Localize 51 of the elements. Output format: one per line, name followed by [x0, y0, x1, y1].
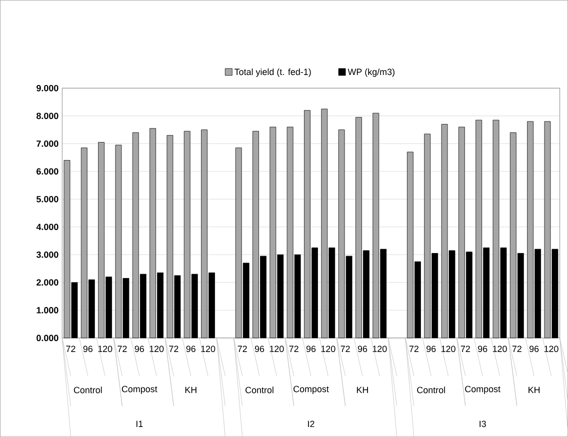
text: I3 [480, 420, 486, 428]
x-tick-label: 120 [270, 346, 284, 352]
x-tick-label: 120 [544, 346, 558, 352]
x-tick-label: 96 [186, 346, 196, 352]
x-tick-label: 96 [254, 346, 264, 352]
x-tick-label: 96 [478, 346, 488, 352]
x-tick-label: 120 [372, 346, 387, 352]
y-tick-label: 6.000 [36, 168, 58, 175]
y-tick-label: 4.000 [36, 224, 58, 230]
legend-label: Total yield (t. fed-1) [234, 68, 311, 77]
text: KH [356, 386, 368, 393]
y-tick-label: 8.000 [36, 112, 58, 120]
x-tick-label: 72 [289, 346, 298, 352]
x-tick-label: 72 [409, 346, 418, 352]
text: Control [246, 386, 274, 394]
x-tick-label: 120 [150, 346, 164, 352]
x-tick-label: 96 [426, 346, 436, 352]
x-tick-label: 120 [321, 346, 336, 352]
x-tick-label: 96 [134, 346, 144, 352]
x-tick-label: 72 [512, 346, 522, 352]
text: Compost [465, 386, 500, 394]
x-tick-label: 72 [169, 346, 178, 352]
text: I2 [308, 420, 314, 427]
text: I1 [136, 420, 143, 427]
text: Control [417, 386, 445, 394]
text: Compost [122, 386, 158, 394]
x-tick-label: 120 [98, 346, 112, 352]
text: KH [528, 386, 540, 393]
x-tick-label: 72 [66, 346, 76, 352]
x-tick-label: 72 [460, 346, 470, 352]
text: KH [185, 386, 196, 393]
x-tick-label: 120 [492, 346, 507, 352]
y-tick-label: 5.000 [36, 196, 58, 202]
y-tick-label: 0.000 [36, 334, 58, 342]
x-tick-label: 120 [441, 346, 456, 352]
x-tick-label: 96 [83, 346, 92, 352]
x-tick-label: 96 [306, 346, 316, 352]
text: Compost [294, 386, 329, 394]
y-tick-label: 9.000 [36, 84, 58, 92]
x-tick-label: 72 [118, 346, 127, 352]
y-tick-label: 3.000 [36, 251, 58, 258]
x-tick-label: 120 [201, 346, 216, 352]
x-tick-label: 72 [238, 346, 247, 352]
y-tick-label: 1.000 [36, 306, 58, 314]
x-tick-label: 96 [530, 346, 539, 352]
legend-label: WP (kg/m3) [348, 68, 394, 77]
x-tick-label: 96 [358, 346, 368, 352]
x-tick-label: 72 [340, 346, 350, 352]
y-tick-label: 7.000 [36, 140, 58, 147]
y-tick-label: 2.000 [36, 279, 58, 286]
text: Control [74, 386, 102, 394]
